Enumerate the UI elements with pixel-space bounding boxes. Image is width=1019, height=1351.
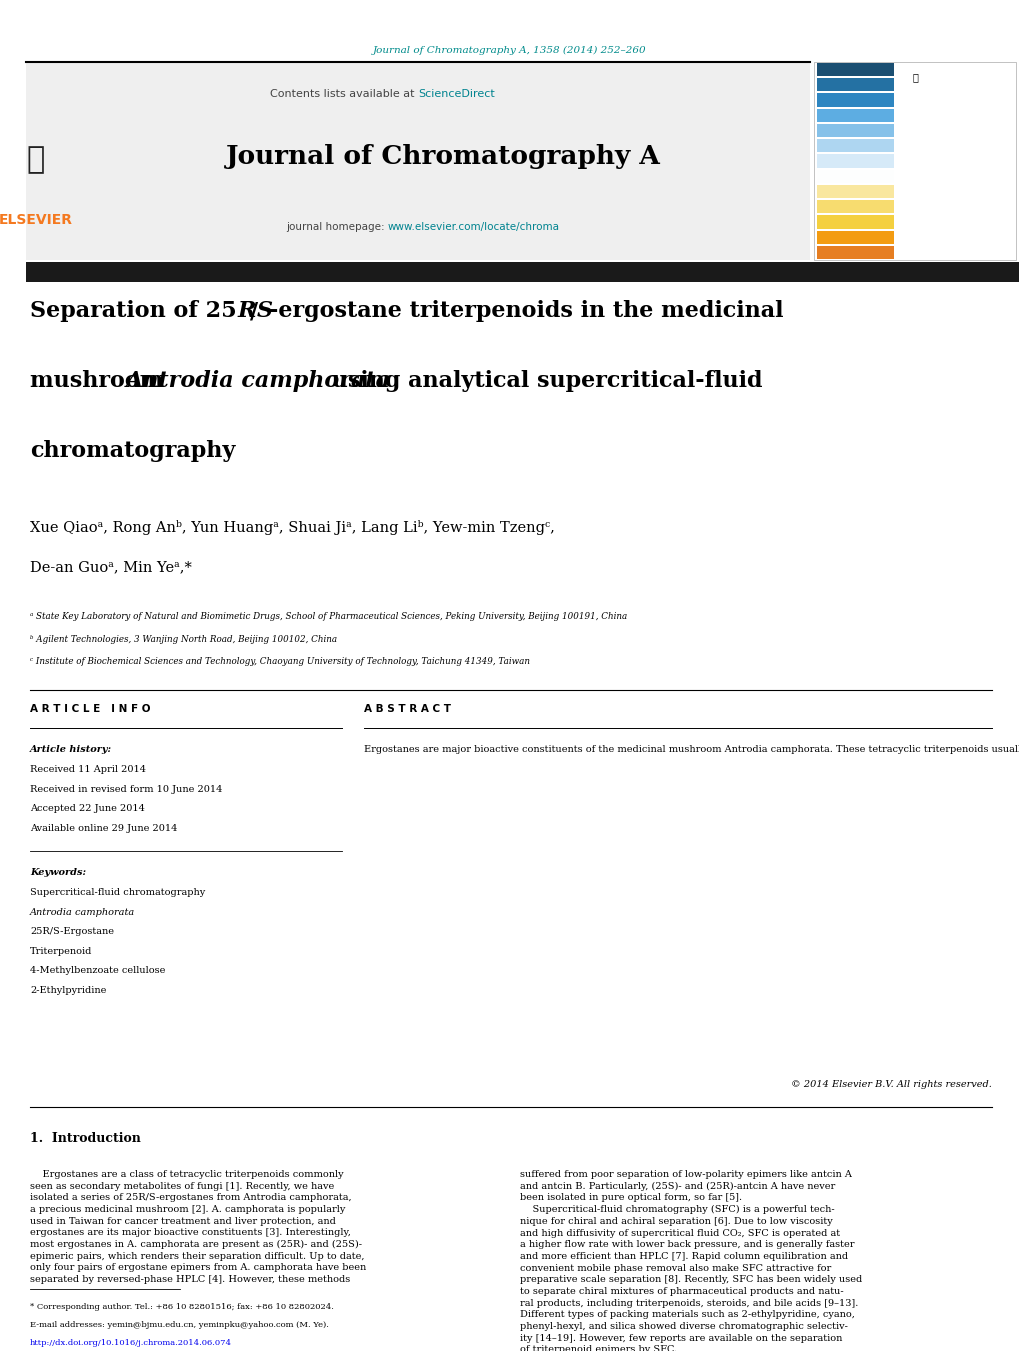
Bar [816,185,893,199]
Text: 2-Ethylpyridine: 2-Ethylpyridine [30,985,106,994]
Bar [816,139,893,153]
Text: Article history:: Article history: [30,744,112,754]
Bar [816,93,893,107]
Text: 4-Methylbenzoate cellulose: 4-Methylbenzoate cellulose [30,966,165,975]
Text: 📋: 📋 [911,72,917,82]
Text: Received 11 April 2014: Received 11 April 2014 [30,765,146,774]
Text: Antrodia camphorata: Antrodia camphorata [125,370,390,392]
Text: * Corresponding author. Tel.: +86 10 82801516; fax: +86 10 82802024.: * Corresponding author. Tel.: +86 10 828… [30,1302,333,1310]
Bar [816,78,893,92]
Text: Journal of Chromatography A, 1358 (2014) 252–260: Journal of Chromatography A, 1358 (2014)… [373,46,646,54]
Text: -ergostane triterpenoids in the medicinal: -ergostane triterpenoids in the medicina… [268,300,783,322]
Bar [816,108,893,122]
Text: www.elsevier.com/locate/chroma: www.elsevier.com/locate/chroma [387,222,559,232]
Text: using analytical supercritical-fluid: using analytical supercritical-fluid [323,370,761,392]
Text: Journal of Chromatography A: Journal of Chromatography A [225,145,659,169]
Text: ᶜ Institute of Biochemical Sciences and Technology, Chaoyang University of Techn: ᶜ Institute of Biochemical Sciences and … [30,657,530,666]
Text: chromatography: chromatography [30,440,235,462]
Text: ScienceDirect: ScienceDirect [418,89,494,99]
Bar [816,170,893,182]
Text: E-mail addresses: yemin@bjmu.edu.cn, yeminpku@yahoo.com (M. Ye).: E-mail addresses: yemin@bjmu.edu.cn, yem… [30,1321,328,1329]
Text: Available online 29 June 2014: Available online 29 June 2014 [30,824,177,832]
Bar [816,231,893,243]
Bar [816,154,893,168]
Text: Separation of 25: Separation of 25 [30,300,236,322]
Text: Accepted 22 June 2014: Accepted 22 June 2014 [30,804,145,813]
Bar [816,124,893,138]
Text: 1.  Introduction: 1. Introduction [30,1132,141,1146]
Text: Antrodia camphorata: Antrodia camphorata [30,908,136,916]
Bar [816,200,893,213]
Text: Contents lists available at: Contents lists available at [270,89,418,99]
Text: suffered from poor separation of low-polarity epimers like antcin A
and antcin B: suffered from poor separation of low-pol… [520,1170,861,1351]
Bar [25,262,1019,282]
Text: journal homepage:: journal homepage: [286,222,387,232]
Text: © 2014 Elsevier B.V. All rights reserved.: © 2014 Elsevier B.V. All rights reserved… [791,1079,991,1089]
Text: ELSEVIER: ELSEVIER [0,213,73,227]
Text: 🌲: 🌲 [26,146,45,174]
Text: http://dx.doi.org/10.1016/j.chroma.2014.06.074: http://dx.doi.org/10.1016/j.chroma.2014.… [30,1339,231,1347]
Text: /: / [250,300,258,322]
Text: ᵃ State Key Laboratory of Natural and Biomimetic Drugs, School of Pharmaceutical: ᵃ State Key Laboratory of Natural and Bi… [30,612,627,621]
Text: S: S [257,300,273,322]
Text: mushroom: mushroom [30,370,171,392]
Text: Keywords:: Keywords: [30,867,86,877]
Bar [816,215,893,228]
Text: A R T I C L E   I N F O: A R T I C L E I N F O [30,704,151,713]
Bar [816,63,893,76]
Text: De-an Guoᵃ, Min Yeᵃ,*: De-an Guoᵃ, Min Yeᵃ,* [30,561,192,574]
Text: Ergostanes are a class of tetracyclic triterpenoids commonly
seen as secondary m: Ergostanes are a class of tetracyclic tr… [30,1170,366,1283]
Text: Received in revised form 10 June 2014: Received in revised form 10 June 2014 [30,785,222,793]
Text: R: R [237,300,256,322]
Bar [25,62,809,259]
Text: A B S T R A C T: A B S T R A C T [364,704,450,713]
Text: Supercritical-fluid chromatography: Supercritical-fluid chromatography [30,888,205,897]
Bar [813,62,1015,259]
Text: Ergostanes are major bioactive constituents of the medicinal mushroom Antrodia c: Ergostanes are major bioactive constitue… [364,744,1019,754]
Text: Triterpenoid: Triterpenoid [30,947,93,955]
Text: ᵇ Agilent Technologies, 3 Wanjing North Road, Beijing 100102, China: ᵇ Agilent Technologies, 3 Wanjing North … [30,635,337,643]
Text: 25R/S-Ergostane: 25R/S-Ergostane [30,927,114,936]
Bar [816,246,893,259]
Text: Xue Qiaoᵃ, Rong Anᵇ, Yun Huangᵃ, Shuai Jiᵃ, Lang Liᵇ, Yew-min Tzengᶜ,: Xue Qiaoᵃ, Rong Anᵇ, Yun Huangᵃ, Shuai J… [30,520,554,535]
